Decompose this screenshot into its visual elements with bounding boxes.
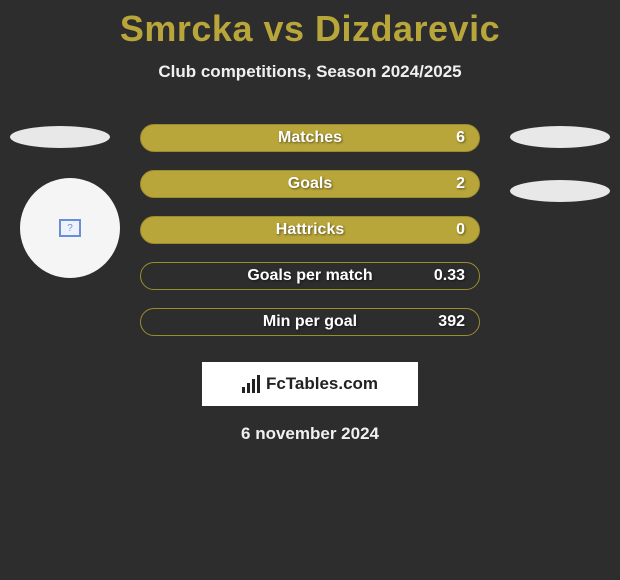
stat-value: 2 xyxy=(456,175,465,193)
branding-text: FcTables.com xyxy=(266,374,378,394)
stat-row: 0 Hattricks xyxy=(0,216,620,262)
branding-box[interactable]: FcTables.com xyxy=(202,362,418,406)
stat-row: 2 Goals xyxy=(0,170,620,216)
stat-label: Hattricks xyxy=(276,221,344,239)
stat-label: Goals xyxy=(288,175,332,193)
stat-label: Goals per match xyxy=(247,267,372,285)
stat-label: Matches xyxy=(278,129,342,147)
stat-value: 6 xyxy=(456,129,465,147)
date-label: 6 november 2024 xyxy=(0,424,620,444)
stat-value: 0 xyxy=(456,221,465,239)
stat-row: 0.33 Goals per match xyxy=(0,262,620,308)
stats-list: 6 Matches 2 Goals 0 Hattricks 0.33 Goals… xyxy=(0,124,620,354)
chart-icon xyxy=(242,375,260,393)
stat-row: 392 Min per goal xyxy=(0,308,620,354)
stat-row: 6 Matches xyxy=(0,124,620,170)
stat-value: 0.33 xyxy=(434,267,465,285)
comparison-card: Smrcka vs Dizdarevic Club competitions, … xyxy=(0,0,620,444)
stat-value: 392 xyxy=(438,313,465,331)
page-title: Smrcka vs Dizdarevic xyxy=(0,0,620,50)
stat-label: Min per goal xyxy=(263,313,357,331)
fctables-logo: FcTables.com xyxy=(242,374,378,394)
page-subtitle: Club competitions, Season 2024/2025 xyxy=(0,62,620,82)
